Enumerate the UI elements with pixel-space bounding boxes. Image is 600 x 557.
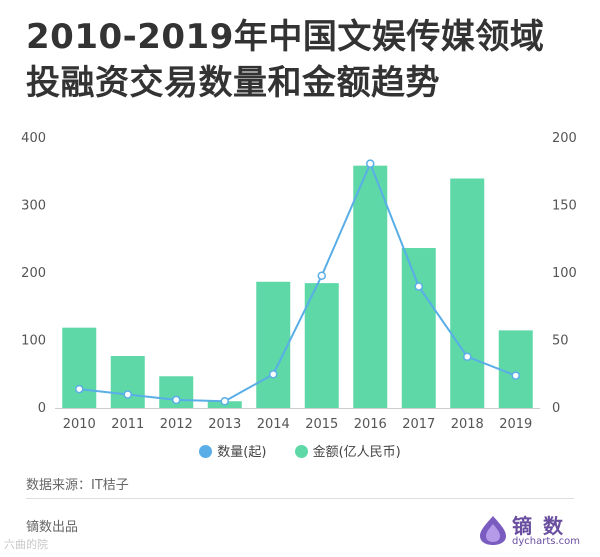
chart-canvas: 0 100 200 300 400 0 50 100 150 200 2010 2011 2012 201… <box>21 131 577 432</box>
left-axis-tick-label: 100 <box>21 334 46 349</box>
divider <box>26 498 574 499</box>
line-point <box>366 159 375 168</box>
x-axis-tick-label: 2017 <box>402 417 435 432</box>
footer-credit: 镝数出品 <box>26 520 79 535</box>
watermark: 六曲的院 <box>4 538 48 551</box>
legend-label-count: 数量(起) <box>217 445 267 460</box>
x-axis-tick-label: 2013 <box>208 417 241 432</box>
x-axis-tick-label: 2012 <box>160 417 193 432</box>
logo-text: 镝 数 <box>512 514 565 538</box>
bar <box>353 165 388 408</box>
line-point <box>463 352 472 361</box>
left-axis-tick-label: 400 <box>21 131 46 146</box>
bar <box>110 356 145 408</box>
bar <box>498 330 533 408</box>
bar <box>304 283 339 408</box>
legend-item-amount[interactable]: 金额(亿人民币) <box>294 441 401 460</box>
line-point <box>511 371 520 380</box>
x-axis-tick-label: 2019 <box>499 417 532 432</box>
left-axis-tick-label: 0 <box>38 401 46 416</box>
left-axis-tick-label: 300 <box>21 199 46 214</box>
right-axis-tick-label: 200 <box>552 131 577 146</box>
x-axis-tick-label: 2011 <box>111 417 144 432</box>
x-axis-tick-label: 2010 <box>63 417 96 432</box>
legend-label-amount: 金额(亿人民币) <box>312 445 401 460</box>
dycharts-logo-icon <box>480 516 506 545</box>
data-source: 数据来源：IT桔子 <box>26 478 129 493</box>
right-axis-tick-label: 150 <box>552 199 577 214</box>
bar <box>256 281 291 408</box>
line-point <box>75 384 84 394</box>
legend-marker-count <box>199 445 213 458</box>
x-axis-tick-label: 2016 <box>354 417 387 432</box>
line-point <box>172 395 181 405</box>
x-axis-tick-label: 2018 <box>451 417 484 432</box>
right-axis-tick-label: 100 <box>552 266 577 281</box>
x-axis-tick-label: 2014 <box>257 417 290 432</box>
count-series-line <box>79 161 517 403</box>
right-axis-tick-label: 50 <box>552 334 569 349</box>
chart-title-line1: 2010-2019年中国文娱传媒领域 <box>26 17 545 57</box>
bar <box>401 248 436 408</box>
chart-title: 2010-2019年中国文娱传媒领域 投融资交易数量和金额趋势 <box>26 14 586 106</box>
bar <box>450 178 485 408</box>
line-point <box>123 390 132 399</box>
chart-title-line2: 投融资交易数量和金额趋势 <box>26 63 440 103</box>
dycharts-logo: 镝 数 dycharts.com <box>478 510 581 552</box>
legend-marker-amount <box>294 445 308 458</box>
bar <box>62 327 97 408</box>
logo-subtext: dycharts.com <box>512 536 581 547</box>
x-axis-tick-label: 2015 <box>305 417 338 432</box>
right-axis-tick-label: 0 <box>552 401 560 416</box>
line-point <box>220 397 229 406</box>
chart-legend: 数量(起) 金额(亿人民币) <box>0 441 600 460</box>
line-point <box>414 282 423 291</box>
line-point <box>269 370 278 379</box>
legend-item-count[interactable]: 数量(起) <box>199 441 266 460</box>
line-point <box>317 271 326 280</box>
left-axis-tick-label: 200 <box>21 266 46 281</box>
